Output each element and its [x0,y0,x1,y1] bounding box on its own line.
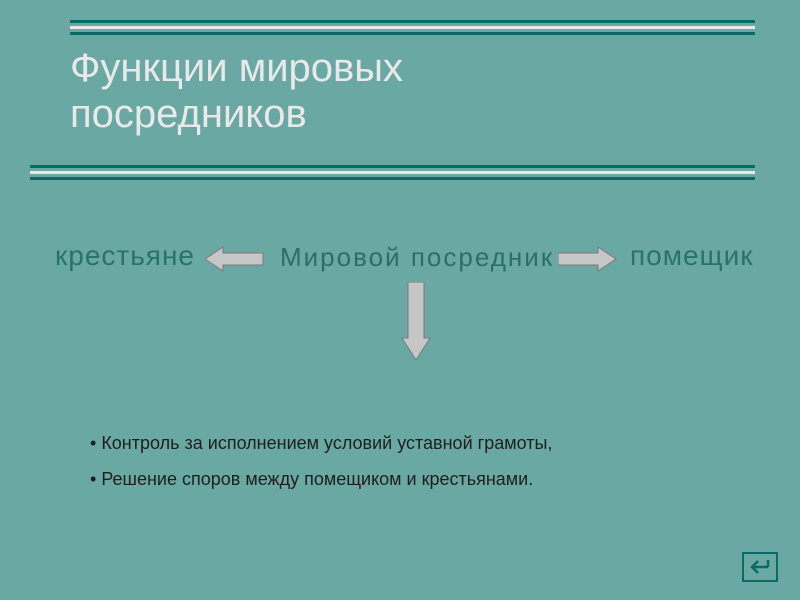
return-arrow-icon [749,558,771,576]
arrow-shape [402,282,430,360]
left-node-label: крестьяне [55,240,195,272]
top-rule-bar [70,26,755,29]
top-rule-bar [70,20,755,23]
right-node-label: помещик [630,240,753,272]
arrow-shape [205,247,263,271]
bullet-list: • Контроль за исполнением условий уставн… [90,425,552,497]
arrow-down-icon [398,282,434,372]
arrow-shape [558,247,616,271]
bullet-text: Контроль за исполнением условий уставной… [101,433,552,453]
mid-rule-bar [30,171,755,174]
top-rule-bar [70,32,755,35]
return-button[interactable] [742,552,778,582]
mid-rule-bar [30,165,755,168]
mid-rule [30,165,755,183]
arrow-right-icon [558,245,620,273]
top-rule [70,20,755,38]
slide-title: Функции мировых посредников [70,45,403,137]
mid-rule-bar [30,177,755,180]
center-node-label: Мировой посредник [280,242,554,273]
bullet-item: • Контроль за исполнением условий уставн… [90,425,552,461]
bullet-item: • Решение споров между помещиком и крест… [90,461,552,497]
bullet-text: Решение споров между помещиком и крестья… [101,469,533,489]
arrow-left-icon [205,245,267,273]
